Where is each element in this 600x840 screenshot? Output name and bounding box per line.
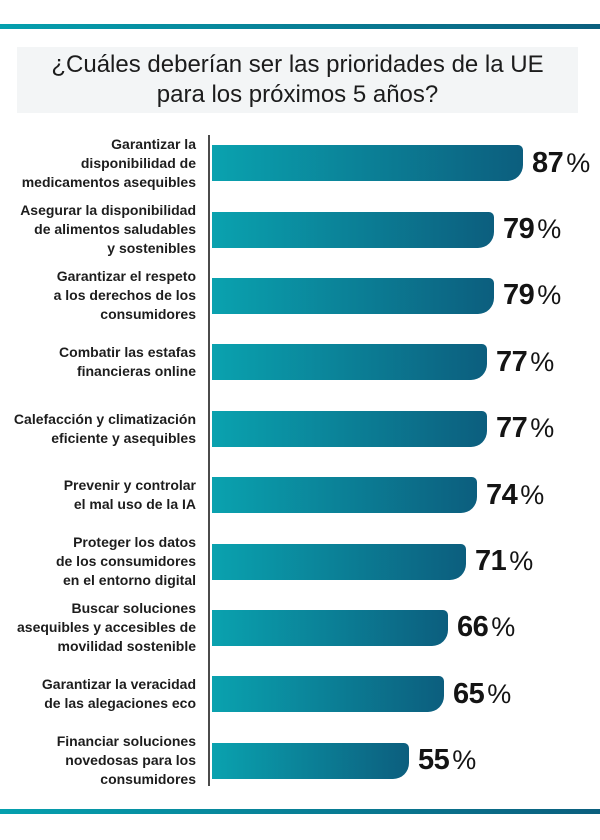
bar — [212, 477, 477, 514]
bar — [212, 742, 409, 779]
value-label: 77% — [496, 412, 554, 445]
bar-track: 77% — [204, 344, 600, 381]
bar-row: Asegurar la disponibilidad de alimentos … — [0, 196, 600, 262]
bar — [212, 277, 494, 314]
value-number: 74 — [486, 478, 518, 511]
value-label: 79% — [503, 279, 561, 312]
category-label: Garantizar la disponibilidad de medicame… — [21, 135, 196, 190]
bar-row: Calefacción y climatización eficiente y … — [0, 396, 600, 462]
bar-row: Prevenir y controlar el mal uso de la IA… — [0, 462, 600, 528]
bar-row: Garantizar el respeto a los derechos de … — [0, 263, 600, 329]
value-number: 71 — [475, 545, 507, 578]
bar — [212, 145, 523, 182]
value-label: 77% — [496, 346, 554, 379]
value-suffix: % — [537, 214, 562, 245]
value-label: 71% — [475, 545, 533, 578]
bar — [212, 344, 487, 381]
category-label: Proteger los datos de los consumidores e… — [55, 534, 196, 589]
value-suffix: % — [530, 413, 555, 444]
bar — [212, 543, 466, 580]
bar-chart: Garantizar la disponibilidad de medicame… — [0, 130, 600, 794]
value-suffix: % — [509, 546, 534, 577]
bar-row: Garantizar la disponibilidad de medicame… — [0, 130, 600, 196]
bottom-divider — [0, 809, 600, 814]
bar-track: 79% — [204, 211, 600, 248]
value-label: 65% — [453, 678, 511, 711]
value-label: 55% — [418, 744, 476, 777]
bar-row: Buscar soluciones asequibles y accesible… — [0, 595, 600, 661]
bar-row: Garantizar la veracidad de las alegacion… — [0, 661, 600, 727]
value-number: 77 — [496, 345, 528, 378]
bar-track: 71% — [204, 543, 600, 580]
category-label: Garantizar el respeto a los derechos de … — [53, 268, 196, 323]
bar — [212, 410, 487, 447]
bar-track: 65% — [204, 676, 600, 713]
value-suffix: % — [530, 346, 555, 377]
value-number: 65 — [453, 677, 485, 710]
value-suffix: % — [487, 678, 512, 709]
category-label: Prevenir y controlar el mal uso de la IA — [63, 477, 196, 513]
value-number: 55 — [418, 744, 450, 777]
value-suffix: % — [452, 745, 477, 776]
category-label: Asegurar la disponibilidad de alimentos … — [20, 202, 196, 257]
value-suffix: % — [537, 280, 562, 311]
value-suffix: % — [566, 147, 591, 178]
value-label: 74% — [486, 479, 544, 512]
value-number: 87 — [532, 146, 564, 179]
bar — [212, 609, 448, 646]
value-suffix: % — [520, 479, 545, 510]
bar-rows: Garantizar la disponibilidad de medicame… — [0, 130, 600, 794]
value-label: 66% — [457, 611, 515, 644]
bar-track: 79% — [204, 277, 600, 314]
value-label: 87% — [532, 147, 590, 180]
bar-row: Proteger los datos de los consumidores e… — [0, 528, 600, 594]
value-suffix: % — [491, 612, 516, 643]
category-label: Buscar soluciones asequibles y accesible… — [17, 600, 196, 655]
value-number: 79 — [503, 279, 535, 312]
bar-row: Combatir las estafas financieras online 7… — [0, 329, 600, 395]
category-label: Calefacción y climatización eficiente y … — [13, 410, 196, 446]
bar-track: 55% — [204, 742, 600, 779]
bar-row: Financiar soluciones novedosas para los … — [0, 728, 600, 794]
value-number: 79 — [503, 213, 535, 246]
bar-track: 87% — [204, 145, 600, 182]
value-number: 66 — [457, 611, 489, 644]
y-axis-line — [208, 135, 210, 786]
bar — [212, 211, 494, 248]
title-box: ¿Cuáles deberían ser las prioridades de … — [17, 47, 578, 113]
bar — [212, 676, 444, 713]
bar-track: 77% — [204, 410, 600, 447]
value-label: 79% — [503, 213, 561, 246]
value-number: 77 — [496, 412, 528, 445]
top-divider — [0, 24, 600, 29]
category-label: Garantizar la veracidad de las alegacion… — [41, 676, 196, 712]
bar-track: 74% — [204, 477, 600, 514]
category-label: Combatir las estafas financieras online — [59, 344, 196, 380]
bar-track: 66% — [204, 609, 600, 646]
page-title: ¿Cuáles deberían ser las prioridades de … — [51, 51, 544, 108]
category-label: Financiar soluciones novedosas para los … — [56, 733, 196, 788]
